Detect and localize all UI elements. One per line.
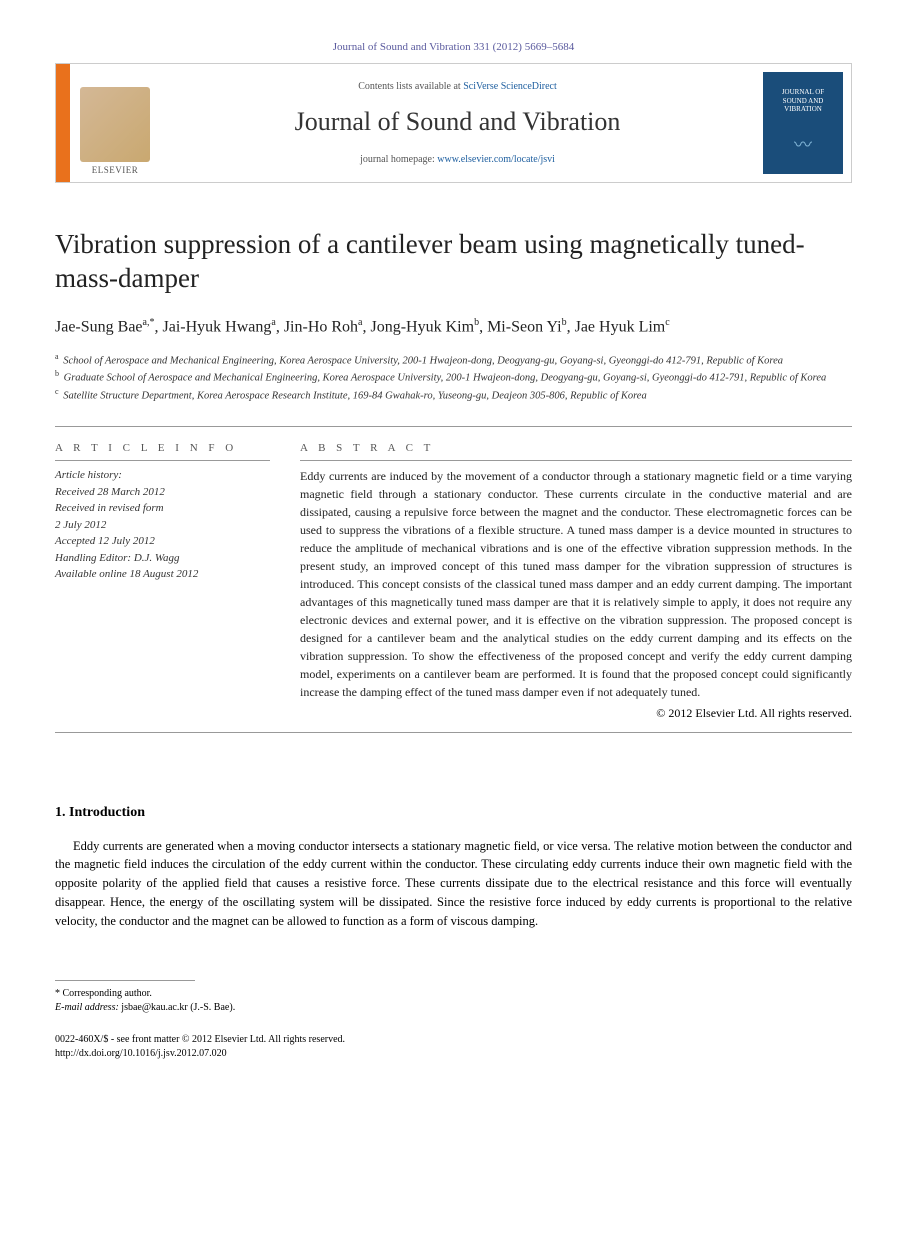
divider-rule — [55, 426, 852, 427]
history-line: 2 July 2012 — [55, 517, 270, 534]
footnote-rule — [55, 980, 195, 981]
front-matter-block: 0022-460X/$ - see front matter © 2012 El… — [55, 1033, 852, 1061]
article-history: Article history: Received 28 March 2012 … — [55, 467, 270, 583]
orange-accent-bar — [56, 64, 70, 182]
article-title: Vibration suppression of a cantilever be… — [55, 228, 852, 296]
history-line: Accepted 12 July 2012 — [55, 533, 270, 550]
history-line: Handling Editor: D.J. Wagg — [55, 550, 270, 567]
history-line: Available online 18 August 2012 — [55, 566, 270, 583]
cover-line-3: VIBRATION — [784, 105, 822, 113]
journal-reference: Journal of Sound and Vibration 331 (2012… — [55, 40, 852, 55]
contents-available-line: Contents lists available at SciVerse Sci… — [358, 80, 557, 94]
cover-wave-icon: 〰 — [794, 133, 812, 158]
sciencedirect-link[interactable]: SciVerse ScienceDirect — [463, 81, 557, 92]
affiliations-block: a School of Aerospace and Mechanical Eng… — [55, 351, 852, 404]
abstract-header: A B S T R A C T — [300, 441, 852, 461]
journal-name: Journal of Sound and Vibration — [295, 104, 621, 140]
homepage-line: journal homepage: www.elsevier.com/locat… — [360, 153, 555, 167]
issn-copyright-line: 0022-460X/$ - see front matter © 2012 El… — [55, 1033, 852, 1047]
introduction-paragraph: Eddy currents are generated when a movin… — [55, 837, 852, 931]
header-center: Contents lists available at SciVerse Sci… — [160, 64, 755, 182]
homepage-link[interactable]: www.elsevier.com/locate/jsvi — [437, 154, 555, 165]
info-abstract-row: A R T I C L E I N F O Article history: R… — [55, 441, 852, 722]
homepage-prefix: journal homepage: — [360, 154, 437, 165]
divider-rule — [55, 732, 852, 733]
email-label: E-mail address: — [55, 1002, 119, 1013]
history-label: Article history: — [55, 467, 270, 484]
history-line: Received in revised form — [55, 500, 270, 517]
elsevier-tree-icon — [80, 87, 150, 162]
journal-header-box: ELSEVIER Contents lists available at Sci… — [55, 63, 852, 183]
section-title: Introduction — [69, 805, 145, 820]
cover-line-2: SOUND AND — [783, 97, 824, 105]
publisher-name: ELSEVIER — [92, 164, 139, 177]
introduction-section: 1. Introduction Eddy currents are genera… — [55, 803, 852, 930]
abstract-copyright: © 2012 Elsevier Ltd. All rights reserved… — [300, 705, 852, 722]
abstract-column: A B S T R A C T Eddy currents are induce… — [300, 441, 852, 722]
section-number: 1. — [55, 805, 66, 820]
article-info-header: A R T I C L E I N F O — [55, 441, 270, 461]
email-address[interactable]: jsbae@kau.ac.kr (J.-S. Bae). — [121, 1002, 235, 1013]
corresponding-author-footnote: * Corresponding author. E-mail address: … — [55, 987, 852, 1015]
journal-cover-thumbnail: JOURNAL OF SOUND AND VIBRATION 〰 — [763, 72, 843, 174]
introduction-heading: 1. Introduction — [55, 803, 852, 823]
abstract-text: Eddy currents are induced by the movemen… — [300, 467, 852, 701]
doi-link[interactable]: http://dx.doi.org/10.1016/j.jsv.2012.07.… — [55, 1047, 852, 1061]
publisher-block: ELSEVIER — [70, 64, 160, 182]
contents-prefix: Contents lists available at — [358, 81, 463, 92]
cover-line-1: JOURNAL OF — [782, 88, 824, 96]
author-list: Jae-Sung Baea,*, Jai-Hyuk Hwanga, Jin-Ho… — [55, 316, 852, 339]
corresponding-marker: * Corresponding author. — [55, 987, 852, 1001]
history-line: Received 28 March 2012 — [55, 484, 270, 501]
article-info-column: A R T I C L E I N F O Article history: R… — [55, 441, 270, 722]
